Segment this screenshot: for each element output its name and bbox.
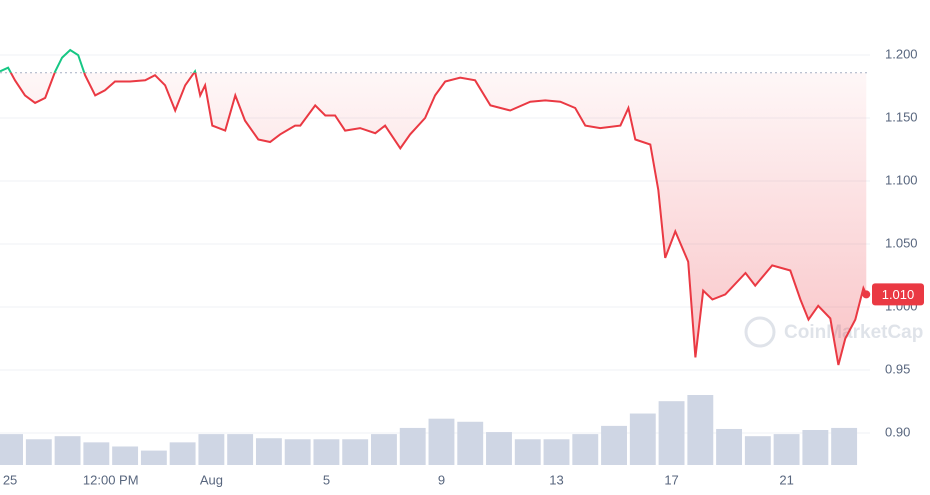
volume-bar: [572, 434, 599, 465]
x-tick-label: 21: [779, 472, 793, 487]
price-line-down: [9, 72, 868, 366]
x-tick-label: 5: [323, 472, 330, 487]
volume-bar: [313, 439, 340, 465]
last-point: [862, 290, 871, 299]
volume-bar: [140, 450, 167, 465]
volume-bar: [169, 442, 196, 465]
volume-bar: [831, 427, 858, 465]
volume-bar: [227, 434, 254, 465]
volume-bar: [629, 413, 656, 465]
volume-bar: [198, 434, 225, 465]
y-tick-label: 1.150: [885, 109, 918, 124]
volume-bar: [543, 439, 570, 465]
volume-bar: [83, 442, 110, 465]
volume-bar: [773, 434, 800, 465]
x-tick-label: 9: [438, 472, 445, 487]
volume-bar: [514, 439, 541, 465]
watermark: CoinMarketCap: [744, 316, 923, 348]
volume-bar: [658, 401, 685, 465]
y-tick-label: 1.200: [885, 46, 918, 61]
x-tick-label: 12:00 PM: [83, 472, 139, 487]
volume-bar: [342, 439, 369, 465]
x-tick-label: 13: [549, 472, 563, 487]
y-tick-label: 1.050: [885, 235, 918, 250]
volume-bar: [601, 425, 627, 465]
price-badge: [872, 283, 924, 306]
volume-bar: [255, 438, 282, 465]
price-badge-label: 1.010: [882, 287, 915, 302]
volume-bar: [399, 427, 426, 465]
volume-bar: [744, 436, 771, 465]
volume-bar: [54, 436, 81, 465]
volume-bar: [0, 434, 24, 465]
volume-bar: [112, 446, 139, 465]
volume-bar: [284, 439, 311, 465]
volume-bar: [428, 418, 455, 465]
volume-bar: [802, 430, 829, 465]
watermark-text: CoinMarketCap: [784, 322, 923, 343]
price-area: [0, 72, 867, 365]
volume-bar: [25, 439, 52, 465]
y-tick-label: 1.100: [885, 172, 918, 187]
y-tick-label: 0.90: [885, 424, 910, 439]
volume-bar: [371, 434, 397, 465]
volume-bar: [457, 421, 484, 465]
x-tick-label: Aug: [200, 472, 223, 487]
y-tick-label: 0.95: [885, 361, 910, 376]
x-tick-label: 17: [664, 472, 678, 487]
volume-bar: [687, 395, 714, 465]
x-tick-label: 25: [3, 472, 17, 487]
volume-bar: [486, 432, 512, 465]
volume-bar: [716, 428, 743, 465]
